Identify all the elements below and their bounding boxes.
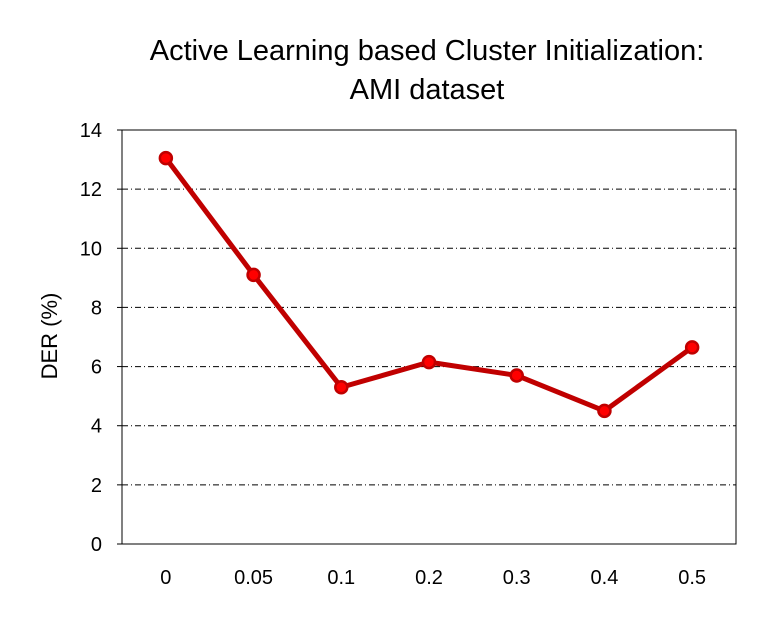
y-tick-label: 14 [80, 120, 102, 142]
x-tick-label: 0 [160, 567, 171, 589]
x-tick-labels: 0 0.05 0.1 0.2 0.3 0.4 0.5 [160, 567, 706, 589]
data-point [684, 340, 700, 355]
x-tick-label: 0.1 [327, 567, 355, 589]
y-tick-label: 10 [80, 238, 102, 260]
x-tick-label: 0.05 [234, 567, 273, 589]
y-axis-label: DER (%) [37, 293, 62, 380]
data-point [421, 354, 437, 370]
x-tick-label: 0.2 [415, 567, 443, 589]
plot-area [121, 129, 737, 545]
data-point [509, 368, 524, 383]
chart-title-line-2: AMI dataset [350, 74, 505, 106]
y-tick-label: 2 [91, 475, 102, 497]
y-tick-label: 0 [91, 534, 102, 556]
y-tick-label: 4 [91, 416, 102, 438]
y-tick-label: 12 [80, 179, 102, 201]
data-point [597, 403, 612, 419]
data-point [158, 150, 174, 166]
y-tick-label: 6 [91, 357, 102, 379]
y-tick-labels: 0 2 4 6 8 10 12 14 [80, 120, 102, 556]
grid-lines [117, 129, 736, 545]
chart-title-line-1: Active Learning based Cluster Initializa… [150, 35, 705, 67]
x-tick-label: 0.5 [678, 567, 706, 589]
series-der [158, 150, 700, 419]
y-tick-label: 8 [91, 297, 102, 319]
x-tick-label: 0.4 [591, 567, 619, 589]
data-point [246, 267, 261, 283]
data-point [334, 380, 349, 395]
series-line [163, 156, 694, 414]
x-tick-label: 0.3 [503, 567, 531, 589]
